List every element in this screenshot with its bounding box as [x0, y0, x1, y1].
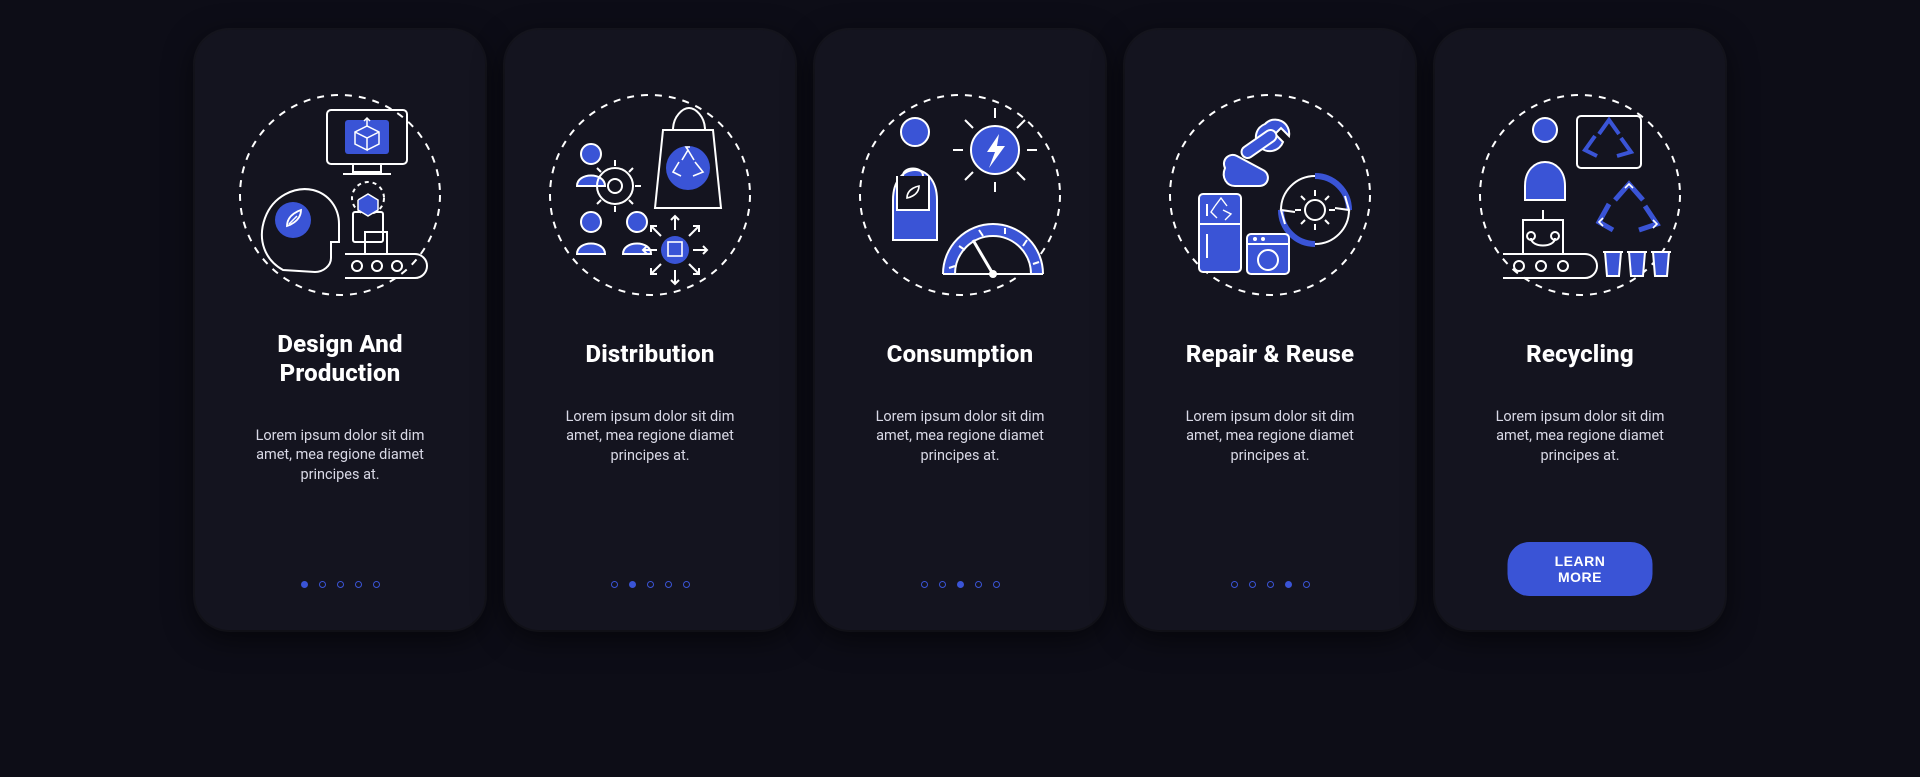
- card-title: Consumption: [887, 340, 1034, 369]
- dot-5[interactable]: [993, 581, 1000, 588]
- design-production-icon: [235, 90, 445, 300]
- pagination-dots: [195, 581, 485, 588]
- onboarding-card-design: Design And Production Lorem ipsum dolor …: [195, 30, 485, 630]
- dot-2[interactable]: [629, 581, 636, 588]
- dot-4[interactable]: [355, 581, 362, 588]
- dot-5[interactable]: [373, 581, 380, 588]
- learn-more-button[interactable]: LEARN MORE: [1508, 542, 1653, 596]
- dot-3[interactable]: [647, 581, 654, 588]
- dot-1[interactable]: [611, 581, 618, 588]
- consumption-icon: [855, 90, 1065, 300]
- dot-1[interactable]: [301, 581, 308, 588]
- card-title: Recycling: [1526, 340, 1634, 369]
- dot-3[interactable]: [337, 581, 344, 588]
- onboarding-card-repair: Repair & Reuse Lorem ipsum dolor sit dim…: [1125, 30, 1415, 630]
- dot-3[interactable]: [957, 581, 964, 588]
- dot-4[interactable]: [665, 581, 672, 588]
- distribution-icon: [545, 90, 755, 300]
- recycling-icon: [1475, 90, 1685, 300]
- pagination-dots: [505, 581, 795, 588]
- dot-5[interactable]: [1303, 581, 1310, 588]
- dot-3[interactable]: [1267, 581, 1274, 588]
- pagination-dots: [815, 581, 1105, 588]
- onboarding-card-recycling: Recycling Lorem ipsum dolor sit dim amet…: [1435, 30, 1725, 630]
- card-desc: Lorem ipsum dolor sit dim amet, mea regi…: [240, 426, 440, 485]
- card-title: Repair & Reuse: [1186, 340, 1354, 369]
- dot-4[interactable]: [975, 581, 982, 588]
- card-desc: Lorem ipsum dolor sit dim amet, mea regi…: [860, 407, 1060, 466]
- dot-2[interactable]: [319, 581, 326, 588]
- dot-1[interactable]: [1231, 581, 1238, 588]
- dot-1[interactable]: [921, 581, 928, 588]
- dot-2[interactable]: [939, 581, 946, 588]
- card-title: Design And Production: [219, 330, 461, 388]
- repair-reuse-icon: [1165, 90, 1375, 300]
- onboarding-card-consumption: Consumption Lorem ipsum dolor sit dim am…: [815, 30, 1105, 630]
- dot-5[interactable]: [683, 581, 690, 588]
- dot-2[interactable]: [1249, 581, 1256, 588]
- card-desc: Lorem ipsum dolor sit dim amet, mea regi…: [1480, 407, 1680, 466]
- onboarding-stage: Design And Production Lorem ipsum dolor …: [0, 0, 1920, 660]
- card-desc: Lorem ipsum dolor sit dim amet, mea regi…: [1170, 407, 1370, 466]
- card-title: Distribution: [585, 340, 714, 369]
- pagination-dots: [1125, 581, 1415, 588]
- dot-4[interactable]: [1285, 581, 1292, 588]
- onboarding-card-distribution: Distribution Lorem ipsum dolor sit dim a…: [505, 30, 795, 630]
- card-desc: Lorem ipsum dolor sit dim amet, mea regi…: [550, 407, 750, 466]
